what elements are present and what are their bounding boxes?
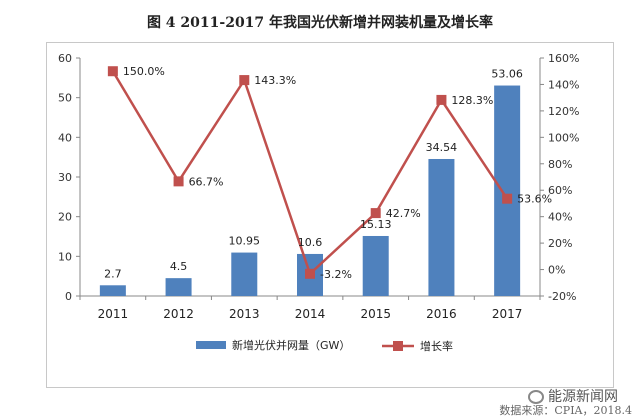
y-right-tick-label: 160% xyxy=(548,52,579,65)
growth-line xyxy=(107,66,513,279)
x-tick-label: 2011 xyxy=(98,307,129,321)
bar-2013 xyxy=(231,252,258,296)
y-left-tick-label: 10 xyxy=(58,250,72,263)
wechat-icon xyxy=(528,390,544,404)
x-tick-label: 2014 xyxy=(295,307,326,321)
watermark: 能源新闻网 xyxy=(528,386,618,406)
legend-bar-label: 新增光伏并网量（GW） xyxy=(232,338,350,352)
growth-marker-2014 xyxy=(305,268,315,279)
watermark-text: 能源新闻网 xyxy=(548,389,618,405)
x-tick-label: 2016 xyxy=(426,307,457,321)
growth-marker-2013 xyxy=(239,75,250,86)
growth-marker-2012 xyxy=(173,176,184,187)
bar-value-label: 2.7 xyxy=(104,267,122,280)
y-right-tick-label: 100% xyxy=(548,131,579,144)
legend: 新增光伏并网量（GW） 增长率 xyxy=(196,338,453,353)
y-left-tick-label: 0 xyxy=(65,290,72,303)
y-right-tick-label: 40% xyxy=(548,211,572,224)
y-right-tick-label: 140% xyxy=(548,78,579,91)
chart-title: 图 4 2011-2017 年我国光伏新增并网装机量及增长率 xyxy=(146,15,494,31)
legend-line-marker xyxy=(393,341,403,351)
growth-value-label: -3.2% xyxy=(320,268,352,281)
source-note: 数据来源：CPIA，2018.4 xyxy=(499,404,632,417)
bars xyxy=(99,85,521,297)
y-right-tick-label: -20% xyxy=(548,290,576,303)
growth-value-label: 128.3% xyxy=(451,94,493,107)
x-tick-label: 2015 xyxy=(360,307,391,321)
bar-value-label: 4.5 xyxy=(170,260,188,273)
growth-marker-2017 xyxy=(502,193,513,204)
bar-value-label: 10.6 xyxy=(298,236,323,249)
x-tick-label: 2017 xyxy=(492,307,523,321)
growth-value-label: 143.3% xyxy=(254,74,296,87)
axes: 0 10 20 30 40 50 60 -20% 0% 20% 40% 60% 80% 100% 120% 1… xyxy=(58,52,579,321)
y-left-tick-label: 40 xyxy=(58,131,72,144)
y-right-tick-label: 20% xyxy=(548,237,572,250)
growth-value-label: 150.0% xyxy=(123,65,165,78)
bar-2015 xyxy=(362,235,389,296)
y-left-tick-label: 60 xyxy=(58,52,72,65)
bar-value-label: 15.13 xyxy=(360,218,392,231)
growth-marker-2016 xyxy=(436,94,447,105)
chart-frame xyxy=(46,42,614,388)
y-right-tick-label: 60% xyxy=(548,184,572,197)
y-left-tick-label: 20 xyxy=(58,211,72,224)
bar-2012 xyxy=(165,278,192,296)
y-right-tick-label: 80% xyxy=(548,158,572,171)
bar-2011 xyxy=(99,285,126,296)
bar-value-label: 10.95 xyxy=(229,235,261,248)
x-tick-label: 2012 xyxy=(163,307,194,321)
growth-value-label: 66.7% xyxy=(189,175,224,188)
bar-value-label: 34.54 xyxy=(426,141,458,154)
x-tick-label: 2013 xyxy=(229,307,260,321)
y-left-tick-label: 30 xyxy=(58,171,72,184)
growth-marker-2011 xyxy=(107,66,118,77)
growth-value-label: 53.6% xyxy=(517,193,552,206)
y-right-tick-label: 0% xyxy=(548,264,565,277)
bar-value-label: 53.06 xyxy=(491,68,523,81)
growth-value-label: 42.7% xyxy=(386,207,421,220)
growth-marker-2015 xyxy=(370,208,381,219)
y-left-tick-label: 50 xyxy=(58,92,72,105)
bar-2016 xyxy=(428,158,455,296)
data-labels: 2.7 4.5 10.95 10.6 15.13 34.54 53.06 150.0% 66.7… xyxy=(104,65,552,281)
legend-bar-swatch xyxy=(196,341,226,349)
legend-line-label: 增长率 xyxy=(420,339,453,353)
y-right-tick-label: 120% xyxy=(548,105,579,118)
bar-2017 xyxy=(494,85,521,297)
